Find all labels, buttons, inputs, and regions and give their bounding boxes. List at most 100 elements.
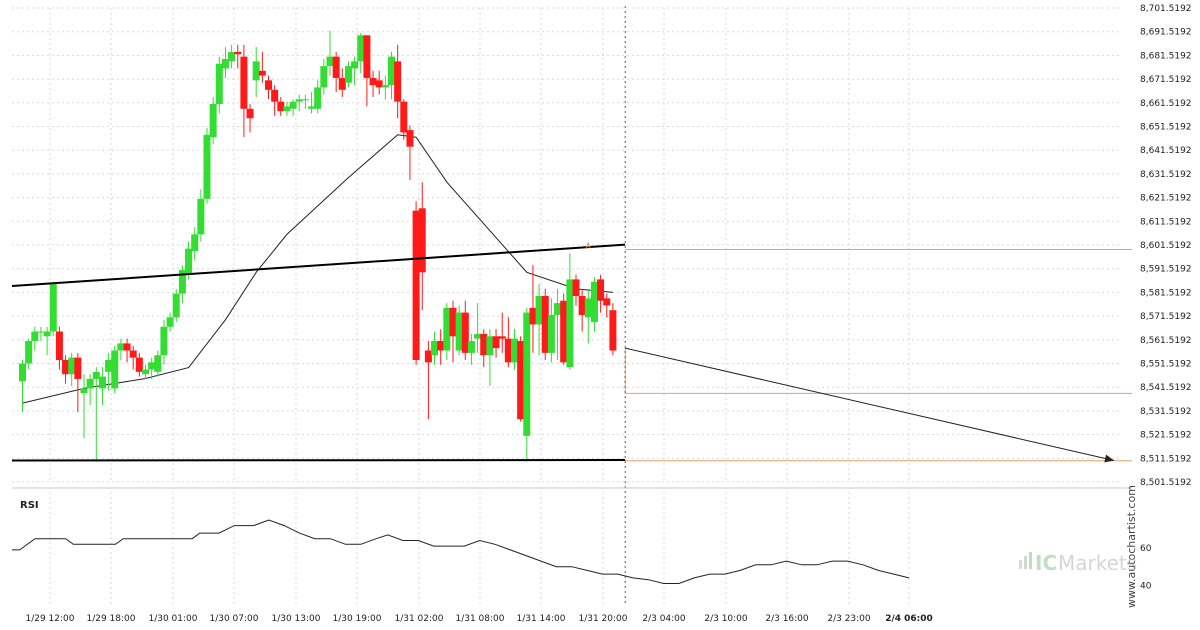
candle [511, 329, 518, 370]
candle [31, 326, 39, 351]
ic-markets-logo: IC Markets [1019, 551, 1137, 575]
candle [215, 56, 223, 114]
candle-body [308, 106, 316, 109]
y-tick-label: 8,631.5192 [1140, 170, 1192, 180]
y-tick-label: 8,571.5192 [1140, 312, 1192, 322]
x-tick-label: 1/31 20:00 [578, 614, 627, 624]
candle-body [474, 333, 482, 339]
forecast-arrow-line [625, 347, 1115, 461]
y-tick-label: 8,691.5192 [1140, 28, 1192, 38]
y-tick-label: 8,671.5192 [1140, 75, 1192, 85]
candle-body [31, 331, 39, 342]
y-tick-label: 8,561.5192 [1140, 336, 1192, 346]
candle [375, 70, 383, 95]
candle [363, 35, 371, 107]
y-tick-label: 8,701.5192 [1140, 4, 1192, 14]
candle-body [332, 56, 340, 78]
candle-body [357, 35, 365, 62]
logo-text-ic: IC [1035, 551, 1057, 575]
candle [203, 127, 211, 204]
candle-body [375, 80, 383, 88]
watermark-url: www.autochartist.com [1125, 485, 1138, 608]
candle-body [221, 59, 229, 69]
candle-body [105, 359, 113, 372]
candle [584, 288, 592, 344]
rsi-y-tick-label: 40 [1140, 581, 1152, 591]
candle-body [590, 281, 598, 323]
candle [105, 352, 113, 391]
candle [221, 47, 229, 78]
candle-body [351, 61, 359, 69]
candle [74, 352, 82, 413]
y-tick-label: 8,661.5192 [1140, 99, 1192, 109]
candle [338, 68, 346, 97]
candle-body [517, 341, 525, 420]
candle [517, 336, 525, 422]
candle [431, 331, 439, 365]
candle [98, 367, 106, 406]
x-tick-label: 1/29 12:00 [25, 614, 74, 624]
candle-body [381, 85, 389, 88]
candle-body [511, 338, 518, 363]
candle [388, 51, 395, 100]
candle-body [62, 359, 70, 375]
x-tick-label: 1/31 02:00 [394, 614, 443, 624]
y-tick-label: 8,501.5192 [1140, 478, 1192, 488]
candle [449, 300, 457, 363]
candle-body [209, 104, 217, 138]
candle-body [252, 61, 260, 81]
moving-average-layer [22, 134, 613, 404]
candle [43, 326, 51, 356]
candle-body [560, 300, 568, 363]
resistance-line [11, 243, 626, 288]
candle-body [418, 208, 426, 273]
candle-body [584, 298, 592, 318]
candle [308, 92, 316, 114]
candle [597, 274, 605, 313]
y-tick-label: 8,581.5192 [1140, 288, 1192, 298]
candle [178, 265, 186, 304]
candle [62, 355, 70, 384]
candle-body [148, 362, 156, 370]
candle [129, 345, 137, 370]
candle-body [449, 307, 457, 337]
candle-body [431, 341, 439, 356]
y-tick-label: 8,521.5192 [1140, 431, 1192, 441]
candle-body [486, 336, 494, 356]
watermark: www.autochartist.com IC Markets [1019, 485, 1138, 608]
x-tick-label: 1/30 07:00 [209, 614, 258, 624]
candle [166, 312, 174, 332]
candle-body [394, 61, 402, 102]
candle [406, 125, 414, 180]
y-tick-label: 8,551.5192 [1140, 360, 1192, 370]
candle-body [197, 198, 205, 235]
candle-body [388, 56, 395, 86]
candle [381, 75, 389, 100]
candle [590, 277, 598, 332]
candle-body [68, 357, 76, 375]
candle-body [437, 341, 445, 351]
candle [289, 99, 297, 116]
axis-layer: 8,701.5192 8,691.5192 8,681.5192 8,671.5192… [25, 4, 1191, 624]
candle [185, 241, 193, 280]
y-tick-label: 8,541.5192 [1140, 383, 1192, 393]
candle [461, 300, 469, 360]
grid-layer [12, 7, 1120, 604]
candle [172, 288, 180, 323]
candle-body [320, 66, 328, 88]
y-tick-label: 8,511.5192 [1140, 454, 1192, 464]
x-tick-label: 2/4 06:00 [885, 614, 933, 624]
candle-body [240, 56, 248, 109]
candle [400, 99, 408, 140]
candle [357, 32, 365, 74]
candle [117, 338, 125, 360]
candle-body [338, 77, 346, 90]
rsi-panel: RSI 60 40 [12, 487, 1152, 591]
y-tick-label: 8,621.5192 [1140, 194, 1192, 204]
candle [320, 59, 328, 95]
candle-body [492, 336, 500, 349]
logo-bar-2 [1024, 556, 1027, 569]
candle-body [412, 210, 420, 360]
candle-body [314, 87, 322, 109]
candle-body [344, 66, 352, 83]
